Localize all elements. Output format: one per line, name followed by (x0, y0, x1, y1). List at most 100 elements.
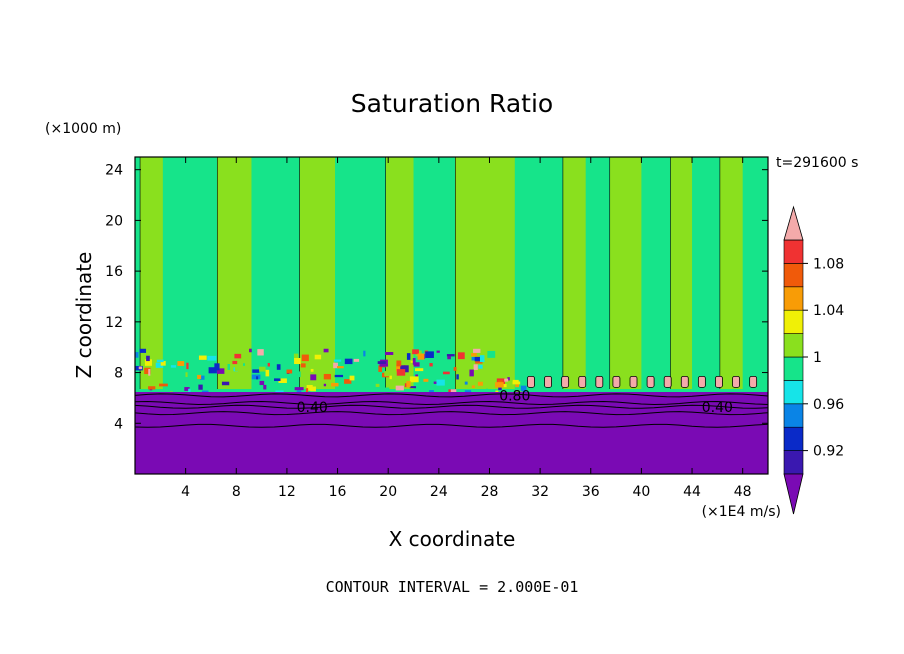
plot-area: 0.40 0.80 0.40 (134, 156, 769, 475)
y-axis-title: Z coordinate (72, 252, 96, 379)
turbulent-cell (471, 356, 477, 361)
turbulent-cell (232, 360, 238, 365)
saturated-cell (646, 375, 655, 388)
x-tick-label: 12 (278, 484, 296, 500)
contour-label: 0.80 (499, 388, 530, 404)
turbulent-cell (301, 354, 309, 362)
x-tick-label: 36 (582, 484, 600, 500)
y-tick-label: 8 (114, 366, 123, 382)
x-tick-label: 44 (683, 484, 701, 500)
turbulent-cell (310, 374, 317, 381)
colorbar-label: 1 (813, 350, 822, 366)
turbulent-cell (274, 378, 281, 382)
turbulent-cell (479, 355, 485, 363)
colorbar-label: 1.08 (813, 256, 844, 272)
saturated-cell (732, 375, 740, 388)
time-label: t=291600 s (776, 155, 858, 171)
turbulent-cell (395, 385, 404, 391)
turbulent-cell (293, 353, 299, 359)
turbulent-cell (197, 374, 202, 380)
turbulent-cell (378, 365, 383, 372)
turbulent-cell (478, 364, 483, 369)
contour-lines (134, 393, 769, 428)
colorbar-band (783, 309, 804, 334)
turbulent-cell (138, 366, 143, 370)
upper-streak (670, 157, 693, 390)
turbulent-cell (409, 386, 417, 389)
turbulent-cell (160, 360, 166, 366)
contour-line (134, 404, 769, 409)
turbulent-cell (337, 366, 344, 369)
colorbar-band (783, 403, 804, 428)
turbulent-cell (425, 351, 434, 358)
turbulent-cell (456, 374, 459, 380)
turbulent-cell (446, 354, 455, 357)
x-tick-label: 16 (329, 484, 347, 500)
turbulent-cell (487, 350, 496, 358)
turbulent-cell (192, 376, 197, 380)
turbulent-cell (156, 359, 164, 363)
contour-line (134, 423, 769, 428)
y-tick-label: 20 (105, 213, 123, 229)
turbulent-cell (423, 378, 429, 382)
colorbar-band (783, 450, 804, 475)
turbulent-cell (220, 365, 226, 368)
upper-streak (299, 157, 336, 390)
turbulent-cell (252, 369, 260, 373)
saturated-cell (561, 375, 570, 388)
turbulent-cell (384, 371, 390, 377)
turbulent-cell (146, 355, 150, 362)
saturated-cell (680, 375, 689, 388)
turbulent-cell (495, 382, 504, 388)
turbulent-cell (259, 380, 265, 386)
saturated-cell (612, 375, 621, 388)
upper-streak (455, 157, 515, 390)
y-tick-label: 16 (105, 264, 123, 280)
turbulent-cell (436, 350, 440, 353)
colorbar-band (783, 333, 804, 358)
contour-interval-footer: CONTOUR INTERVAL = 2.000E-01 (326, 578, 579, 596)
y-tick-label: 12 (105, 315, 123, 331)
turbulent-cell (198, 355, 207, 360)
turbulent-cell (148, 368, 151, 376)
upper-streak (562, 157, 586, 390)
turbulent-cell (415, 371, 419, 378)
turbulent-cell (146, 372, 150, 377)
cloud-streaks (139, 157, 743, 390)
turbulent-cell (159, 383, 168, 387)
turbulent-cell (471, 353, 477, 357)
turbulent-cell (384, 352, 394, 355)
turbulent-cell (234, 366, 244, 371)
turbulent-cell (333, 359, 342, 362)
turbulent-cell (186, 362, 189, 370)
turbulent-cell (306, 385, 313, 391)
turbulent-cell (349, 375, 355, 381)
turbulent-cell (286, 369, 293, 374)
turbulent-cell (259, 366, 266, 372)
turbulent-cell (515, 384, 520, 388)
turbulent-cell (314, 354, 322, 360)
y-tick-label: 4 (114, 416, 123, 432)
saturated-cell (578, 375, 587, 388)
turbulent-cell (414, 368, 424, 372)
turbulent-cell (323, 373, 332, 380)
colorbar-label: 1.04 (813, 303, 844, 319)
turbulent-cell (294, 357, 301, 365)
x-tick-label: 24 (430, 484, 448, 500)
turbulent-cell (436, 379, 445, 386)
turbulent-cell (400, 365, 409, 373)
turbulent-cell (276, 364, 281, 370)
turbulent-cell (389, 375, 392, 380)
turbulent-cell (185, 372, 188, 377)
turbulent-cell (278, 378, 287, 383)
turbulent-cell (477, 381, 483, 386)
turbulent-cell (294, 387, 304, 391)
contour-label: 0.40 (297, 400, 328, 416)
turbulent-cell (208, 367, 217, 374)
turbulent-cell (198, 384, 203, 390)
x-tick-label: 32 (531, 484, 549, 500)
turbulent-cell (144, 367, 151, 375)
turbulent-cell (498, 385, 502, 391)
upper-streak (140, 157, 163, 390)
